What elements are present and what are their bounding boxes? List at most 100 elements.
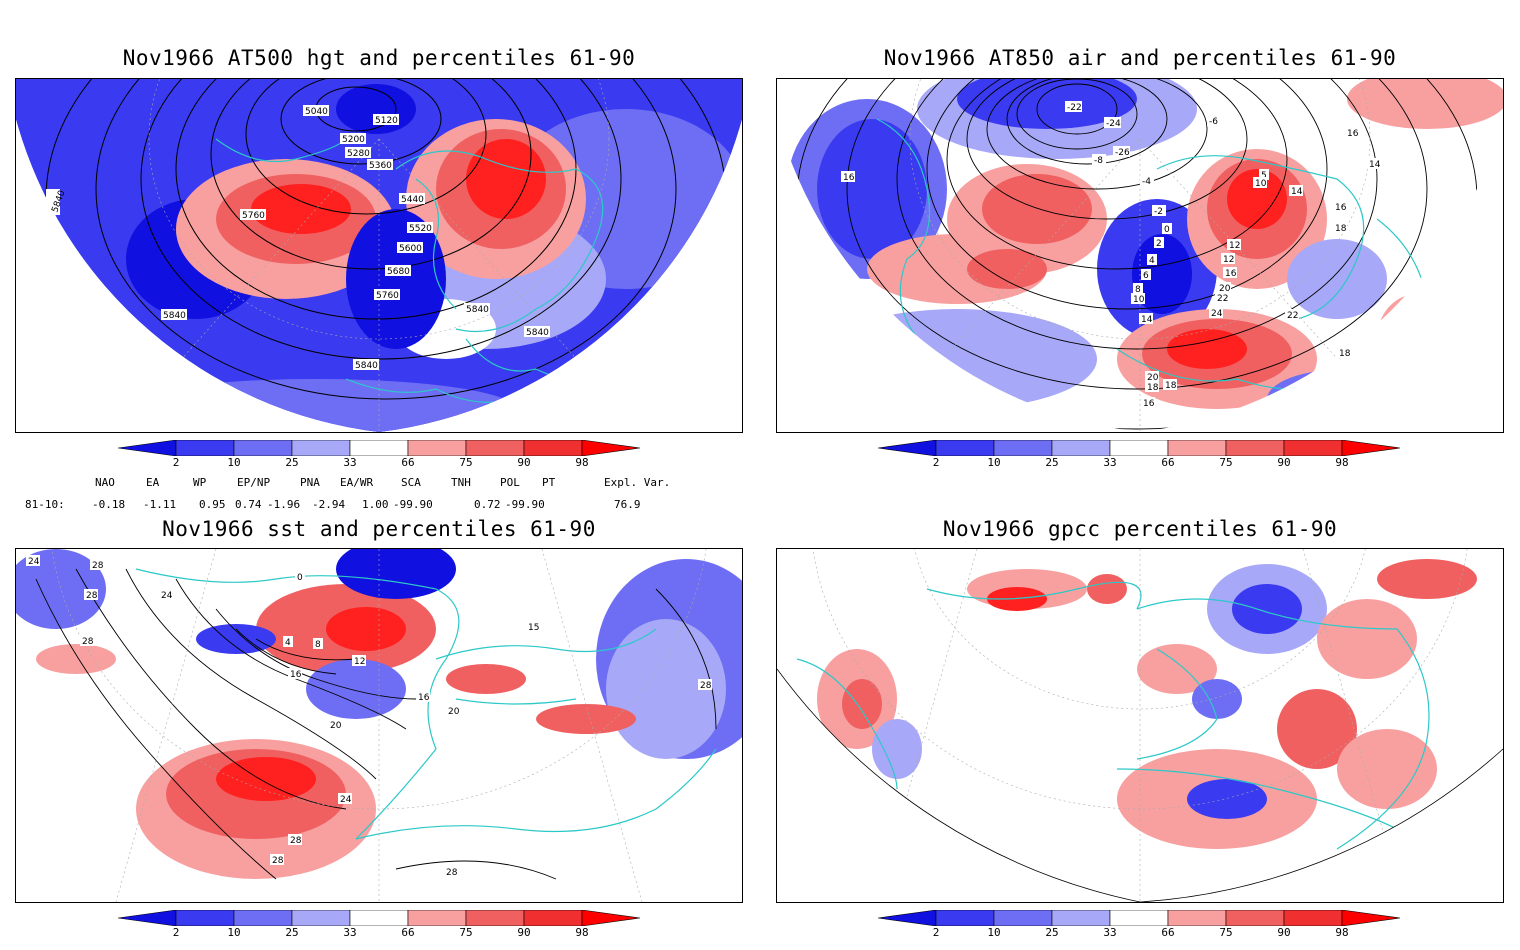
colorbar-swatch-5 xyxy=(1167,909,1227,927)
colorbar-swatch-8 xyxy=(581,439,641,457)
sst-label-28a: 28 xyxy=(90,559,104,571)
hgt-label-5360: 5360 xyxy=(367,159,393,171)
colorbar-swatch-3 xyxy=(291,439,351,457)
index-header: PNA xyxy=(300,476,320,489)
colorbar-label: 98 xyxy=(575,926,589,939)
air-label-6: 6 xyxy=(1141,269,1151,281)
colorbar-label: 2 xyxy=(932,926,940,939)
colorbar-label: 98 xyxy=(1335,926,1349,939)
colorbar-swatch-1 xyxy=(175,439,235,457)
indices-value-row: 81-10: -0.18 -1.11 0.95 0.74 -1.96 -2.94… xyxy=(0,498,700,512)
colorbar-label: 66 xyxy=(401,926,415,939)
sst-label-20a: 20 xyxy=(328,719,342,731)
colorbar-label: 25 xyxy=(1045,456,1059,469)
index-value: 0.95 xyxy=(199,498,226,511)
colorbar-swatch-8 xyxy=(1341,439,1401,457)
air-label-10b: 10 xyxy=(1253,177,1267,189)
colorbar-swatch-8 xyxy=(581,909,641,927)
svg-text:5680: 5680 xyxy=(387,267,410,277)
hgt-map: 5040 5120 5200 5280 5360 5440 5520 5600 … xyxy=(16,79,742,432)
colorbar-label: 33 xyxy=(1103,456,1117,469)
svg-text:5440: 5440 xyxy=(401,195,424,205)
index-value: 76.9 xyxy=(614,498,641,511)
svg-text:24: 24 xyxy=(340,795,352,805)
air-map-title: Nov1966 AT850 air and percentiles 61-90 xyxy=(883,46,1397,70)
hgt-label-5840d: 5840 xyxy=(524,326,550,338)
colorbar-label: 66 xyxy=(1161,456,1175,469)
svg-text:5840: 5840 xyxy=(355,361,378,371)
air-label-16c: 16 xyxy=(1333,201,1347,213)
svg-text:10: 10 xyxy=(1133,295,1145,305)
index-header: TNH xyxy=(451,476,471,489)
colorbar-graphic xyxy=(877,909,1401,927)
indices-header-row: NAO EA WP EP/NP PNA EA/WR SCA TNH POL PT… xyxy=(0,476,700,490)
svg-text:28: 28 xyxy=(290,836,302,846)
colorbar-label: 2 xyxy=(172,456,180,469)
colorbar-swatch-1 xyxy=(175,909,235,927)
gpcc-map-title: Nov1966 gpcc percentiles 61-90 xyxy=(942,517,1338,541)
air-label-m2: -2 xyxy=(1152,205,1166,217)
hgt-label-5840e: 5840 xyxy=(353,359,379,371)
colorbar-bottom-right: 2 10 25 33 66 75 90 98 xyxy=(877,909,1438,950)
air-label-10a: 10 xyxy=(1131,293,1145,305)
hgt-label-5760a: 5760 xyxy=(240,209,266,221)
svg-text:5760: 5760 xyxy=(242,211,265,221)
svg-text:8: 8 xyxy=(1135,285,1141,295)
air-label-14a: 14 xyxy=(1139,313,1153,325)
svg-text:5840: 5840 xyxy=(163,311,186,321)
svg-text:24: 24 xyxy=(28,557,40,567)
index-value: -1.11 xyxy=(143,498,177,511)
svg-text:16: 16 xyxy=(1225,269,1237,279)
air-label-4: 4 xyxy=(1147,254,1157,266)
index-value: -2.94 xyxy=(312,498,346,511)
svg-text:5120: 5120 xyxy=(375,116,398,126)
svg-text:22: 22 xyxy=(1217,294,1228,304)
air-contour-labels: -22 -24 -26 -8 -6 -4 -2 0 2 4 6 8 10 12 … xyxy=(841,101,1381,409)
svg-text:5: 5 xyxy=(1261,171,1267,181)
air-label-m22: -22 xyxy=(1065,101,1082,113)
svg-text:20: 20 xyxy=(330,721,342,731)
colorbar-label: 10 xyxy=(227,926,241,939)
colorbar-label: 90 xyxy=(517,926,531,939)
air-label-m6: -6 xyxy=(1207,115,1221,127)
hgt-label-5280: 5280 xyxy=(345,147,371,159)
colorbar-top-right: 2 10 25 33 66 75 90 98 xyxy=(877,439,1438,480)
sst-label-24c: 24 xyxy=(338,793,352,805)
hgt-label-5840a: 5840 xyxy=(46,189,68,215)
hgt-map-title: Nov1966 AT500 hgt and percentiles 61-90 xyxy=(122,46,636,70)
svg-text:14: 14 xyxy=(1141,315,1153,325)
index-header: PT xyxy=(542,476,556,489)
index-header: SCA xyxy=(401,476,421,489)
air-label-14c: 14 xyxy=(1289,185,1303,197)
svg-text:12: 12 xyxy=(354,657,365,667)
air-label-20b: 20 xyxy=(1145,371,1159,383)
svg-text:-4: -4 xyxy=(1142,177,1151,187)
svg-text:6: 6 xyxy=(1143,271,1149,281)
svg-text:24: 24 xyxy=(1211,309,1223,319)
svg-text:-2: -2 xyxy=(1154,207,1163,217)
colorbar-swatch-4 xyxy=(1109,439,1169,457)
colorbar-swatch-5 xyxy=(407,909,467,927)
sst-label-24a: 24 xyxy=(26,555,40,567)
colorbar-graphic xyxy=(877,439,1401,457)
colorbar-swatch-2 xyxy=(233,909,293,927)
colorbar-label: 10 xyxy=(227,456,241,469)
index-header: POL xyxy=(500,476,520,489)
colorbar-swatch-0 xyxy=(117,439,177,457)
svg-text:5280: 5280 xyxy=(347,149,370,159)
svg-text:22: 22 xyxy=(1287,311,1298,321)
hgt-map-panel: 5040 5120 5200 5280 5360 5440 5520 5600 … xyxy=(15,78,743,433)
index-header: NAO xyxy=(95,476,115,489)
svg-text:0: 0 xyxy=(297,573,303,583)
colorbar-label: 75 xyxy=(459,926,473,939)
svg-text:5600: 5600 xyxy=(399,244,422,254)
colorbar-graphic xyxy=(117,909,641,927)
svg-text:16: 16 xyxy=(1335,203,1347,213)
colorbar-swatch-0 xyxy=(877,439,937,457)
svg-text:5360: 5360 xyxy=(369,161,392,171)
sst-map-title: Nov1966 sst and percentiles 61-90 xyxy=(162,517,596,541)
air-label-8: 8 xyxy=(1133,283,1143,295)
air-label-12b: 12 xyxy=(1227,239,1241,251)
air-label-m24: -24 xyxy=(1104,117,1121,129)
colorbar-label: 98 xyxy=(575,456,589,469)
